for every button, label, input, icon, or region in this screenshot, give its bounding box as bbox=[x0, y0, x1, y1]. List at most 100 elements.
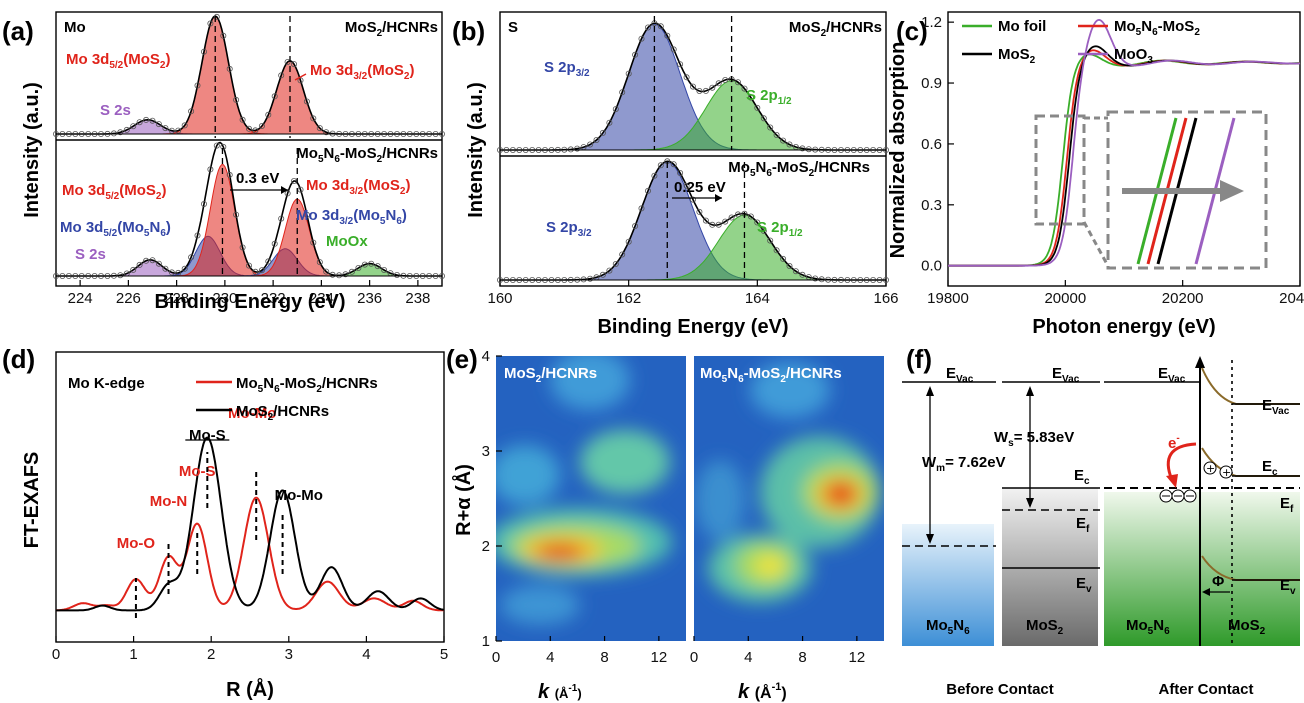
a-top-point bbox=[290, 61, 297, 68]
shift-arrowhead-a bbox=[281, 186, 288, 194]
b-top-point bbox=[805, 146, 812, 153]
a-bot-point bbox=[245, 262, 252, 269]
ws-arrowhead-bottom bbox=[1026, 498, 1034, 508]
a-top-point bbox=[278, 72, 285, 79]
hm-right-blob-1 bbox=[750, 362, 830, 418]
d-ann-label-5: Mo-Mo bbox=[275, 487, 323, 504]
x-axis-label-e-left: k (Å-1) bbox=[538, 681, 582, 703]
bottom-spectrum-a bbox=[53, 141, 445, 279]
phi-arrowhead bbox=[1202, 588, 1210, 596]
legend-label-d-red: Mo5N6-MoS2/HCNRs bbox=[236, 375, 378, 395]
electron-label: e- bbox=[1168, 433, 1180, 452]
a-bot-point bbox=[336, 272, 343, 279]
b-bot-point bbox=[632, 222, 639, 229]
hm-left-blob-1 bbox=[550, 356, 630, 410]
b-top-point bbox=[670, 46, 677, 53]
peak-label-mo3d32-mos2-bottom: Mo 3d3/2(MoS2) bbox=[306, 177, 410, 197]
c-xtick-label-2: 20200 bbox=[1162, 290, 1204, 307]
shift-label-a: 0.3 eV bbox=[236, 170, 279, 187]
panel-f: (f) EVac Wm= 7.62eV Mo5N6 EVac Ec Ef Ev … bbox=[902, 344, 1300, 698]
b-top-point bbox=[593, 136, 600, 143]
a-top-point bbox=[271, 93, 278, 100]
c-xtick-label-3: 20400 bbox=[1279, 290, 1304, 307]
hm-left-blob-7 bbox=[536, 544, 584, 560]
panel-e: (e) MoS2/HCNRs bbox=[446, 344, 884, 703]
a-top-point bbox=[303, 98, 310, 105]
c-xtick-label-0: 19800 bbox=[927, 290, 969, 307]
b-bot-point bbox=[599, 271, 606, 278]
wm-arrowhead-top bbox=[926, 386, 934, 396]
c-curve-3 bbox=[948, 18, 1301, 267]
d-xtick-label-0: 0 bbox=[52, 646, 60, 663]
a-top-point bbox=[175, 127, 182, 134]
b-bot-point bbox=[799, 271, 806, 278]
d-xtick-label-1: 1 bbox=[129, 646, 137, 663]
a-top-point bbox=[252, 127, 259, 134]
a-bot-point bbox=[155, 260, 162, 267]
b-bot-point bbox=[792, 268, 799, 275]
evac-label-4: EVac bbox=[1262, 397, 1290, 417]
b-top-point bbox=[690, 83, 697, 90]
sample-label-a-top: MoS2/HCNRs bbox=[345, 19, 438, 39]
b-top-point bbox=[786, 141, 793, 148]
legend-label-mo-foil: Mo foil bbox=[998, 18, 1046, 35]
a-top-point bbox=[155, 121, 162, 128]
b-bot-point bbox=[747, 213, 754, 220]
a-xtick-label-2: 228 bbox=[164, 290, 189, 307]
hole-sign-1: + bbox=[1206, 462, 1215, 475]
a-bot-point bbox=[233, 211, 240, 218]
a-bot-envelope bbox=[56, 141, 442, 277]
b-top-point bbox=[715, 80, 722, 87]
evac-band-after bbox=[1201, 367, 1300, 405]
b-top-point bbox=[683, 74, 690, 81]
b-top-point bbox=[735, 79, 742, 86]
xanes-curves bbox=[948, 18, 1301, 267]
b-top-point bbox=[657, 23, 664, 30]
a-top-point bbox=[123, 126, 130, 133]
panel-c: (c) 198002000020200204000.00.30.60.91.2 … bbox=[887, 11, 1304, 338]
a-bot-point bbox=[220, 143, 227, 150]
b-bot-point bbox=[702, 217, 709, 224]
b-bot-point bbox=[690, 196, 697, 203]
d-ann-label-1: Mo-N bbox=[150, 493, 188, 510]
a-top-point bbox=[220, 32, 227, 39]
a-bot-point bbox=[168, 269, 175, 276]
e-xtick-label-0-2: 8 bbox=[600, 649, 608, 666]
wm-arrowhead-bottom bbox=[926, 534, 934, 544]
d-xtick-label-2: 2 bbox=[207, 646, 215, 663]
c-ytick-label-0: 0.0 bbox=[921, 258, 942, 275]
a-bot-point bbox=[226, 171, 233, 178]
a-top-point bbox=[310, 115, 317, 122]
a-bot-point bbox=[329, 271, 336, 278]
peak-label-mo3d32-mo5n6: Mo 3d3/2(Mo5N6) bbox=[296, 207, 407, 227]
heatmap-title-left: MoS2/HCNRs bbox=[504, 365, 597, 385]
panel-label-a: (a) bbox=[2, 16, 34, 46]
wm-label: Wm= 7.62eV bbox=[922, 454, 1006, 474]
plot-frame-a bbox=[55, 11, 443, 287]
b-top-point bbox=[625, 70, 632, 77]
e-xtick-label-0-3: 12 bbox=[651, 649, 668, 666]
a-xtick-label-0: 224 bbox=[68, 290, 93, 307]
interface-arrowhead bbox=[1195, 356, 1205, 368]
b-top-point bbox=[599, 129, 606, 136]
e-xtick-label-1-2: 8 bbox=[798, 649, 806, 666]
a-bot-point bbox=[303, 211, 310, 218]
y-axis-label-b: Intensity (a.u.) bbox=[465, 82, 487, 218]
a-bot-point bbox=[130, 266, 137, 273]
ws-arrowhead-top bbox=[1026, 386, 1034, 396]
a-top-point bbox=[226, 65, 233, 72]
element-label-a: Mo bbox=[64, 19, 86, 36]
b-bot-point bbox=[683, 182, 690, 189]
b-bot-point bbox=[696, 208, 703, 215]
a-xtick-label-4: 232 bbox=[261, 290, 286, 307]
a-bot-point bbox=[213, 142, 220, 149]
b-xtick-label-1: 162 bbox=[616, 290, 641, 307]
b-bot-point bbox=[818, 276, 825, 283]
top-spectrum-a bbox=[53, 13, 445, 138]
a-bot-point bbox=[355, 264, 362, 271]
a-bot-point bbox=[271, 240, 278, 247]
d-curve-black bbox=[56, 436, 445, 612]
b-bot-point bbox=[715, 221, 722, 228]
b-bot-point bbox=[638, 205, 645, 212]
